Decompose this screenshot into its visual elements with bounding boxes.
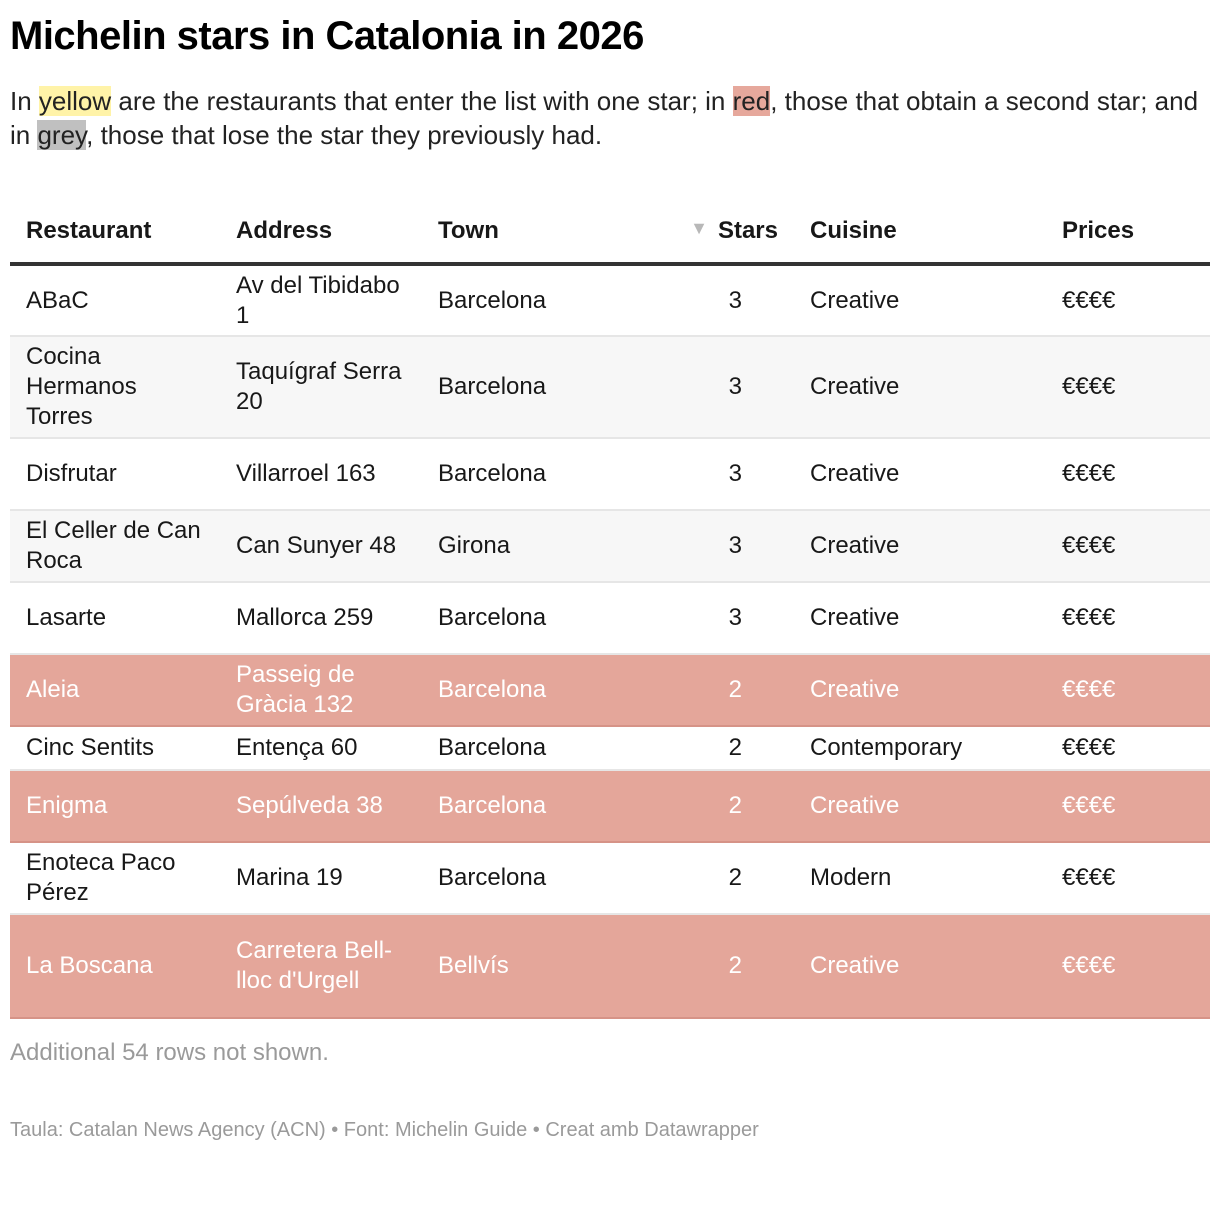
cell-stars: 3 bbox=[622, 336, 794, 439]
column-header-stars-label: Stars bbox=[717, 217, 778, 244]
cell-cuisine: Creative bbox=[794, 582, 1046, 655]
cell-address: Marina 19 bbox=[220, 842, 422, 915]
cell-restaurant: Aleia bbox=[10, 654, 220, 727]
table-row-highlighted-red: Aleia Passeig de Gràcia 132 Barcelona 2 … bbox=[10, 654, 1210, 727]
cell-stars: 3 bbox=[622, 582, 794, 655]
cell-cuisine: Creative bbox=[794, 770, 1046, 843]
description-text: , those that obtain a second star; and i… bbox=[10, 86, 1199, 150]
grey-highlight-label: grey bbox=[37, 120, 87, 150]
cell-prices: €€€€ bbox=[1046, 264, 1210, 337]
cell-prices: €€€€ bbox=[1046, 654, 1210, 727]
table-row: El Celler de Can Roca Can Sunyer 48 Giro… bbox=[10, 510, 1210, 583]
cell-prices: €€€€ bbox=[1046, 914, 1210, 1019]
sort-descending-icon: ▼ bbox=[690, 218, 708, 238]
cell-address: Mallorca 259 bbox=[220, 582, 422, 655]
cell-prices: €€€€ bbox=[1046, 510, 1210, 583]
cell-restaurant: Disfrutar bbox=[10, 438, 220, 511]
cell-town: Barcelona bbox=[422, 726, 622, 771]
column-header-restaurant[interactable]: Restaurant bbox=[10, 200, 220, 266]
cell-address: Carretera Bell-lloc d'Urgell bbox=[220, 914, 422, 1019]
cell-stars: 2 bbox=[622, 842, 794, 915]
table-row: Cocina Hermanos Torres Taquígraf Serra 2… bbox=[10, 336, 1210, 439]
cell-address: Villarroel 163 bbox=[220, 438, 422, 511]
cell-restaurant: Lasarte bbox=[10, 582, 220, 655]
table-row-highlighted-red: Enigma Sepúlveda 38 Barcelona 2 Creative… bbox=[10, 770, 1210, 843]
table-header-row: Restaurant Address Town ▼ Stars Cuisine P… bbox=[10, 200, 1210, 266]
chart-container: Michelin stars in Catalonia in 2026 In y… bbox=[10, 14, 1210, 1141]
cell-prices: €€€€ bbox=[1046, 336, 1210, 439]
description-text: In bbox=[10, 86, 39, 116]
cell-address: Entença 60 bbox=[220, 726, 422, 771]
cell-cuisine: Creative bbox=[794, 654, 1046, 727]
cell-prices: €€€€ bbox=[1046, 842, 1210, 915]
table-row-highlighted-red: La Boscana Carretera Bell-lloc d'Urgell … bbox=[10, 914, 1210, 1019]
cell-restaurant: Enigma bbox=[10, 770, 220, 843]
table-row: Lasarte Mallorca 259 Barcelona 3 Creativ… bbox=[10, 582, 1210, 655]
cell-town: Barcelona bbox=[422, 842, 622, 915]
table-row: ABaC Av del Tibidabo 1 Barcelona 3 Creat… bbox=[10, 264, 1210, 337]
cell-stars: 3 bbox=[622, 264, 794, 337]
description-text: , those that lose the star they previous… bbox=[86, 120, 603, 150]
cell-town: Bellvís bbox=[422, 914, 622, 1019]
cell-prices: €€€€ bbox=[1046, 438, 1210, 511]
source-footer: Taula: Catalan News Agency (ACN) • Font:… bbox=[10, 1119, 759, 1141]
cell-town: Barcelona bbox=[422, 654, 622, 727]
cell-address: Can Sunyer 48 bbox=[220, 510, 422, 583]
column-header-town[interactable]: Town bbox=[422, 200, 622, 266]
table-row: Enoteca Paco Pérez Marina 19 Barcelona 2… bbox=[10, 842, 1210, 915]
cell-restaurant: La Boscana bbox=[10, 914, 220, 1019]
cell-stars: 2 bbox=[622, 654, 794, 727]
cell-cuisine: Creative bbox=[794, 264, 1046, 337]
cell-cuisine: Creative bbox=[794, 510, 1046, 583]
cell-town: Barcelona bbox=[422, 770, 622, 843]
cell-stars: 3 bbox=[622, 510, 794, 583]
cell-town: Barcelona bbox=[422, 336, 622, 439]
cell-stars: 2 bbox=[622, 726, 794, 771]
cell-restaurant: Cinc Sentits bbox=[10, 726, 220, 771]
cell-address: Av del Tibidabo 1 bbox=[220, 264, 422, 337]
cell-cuisine: Creative bbox=[794, 336, 1046, 439]
cell-restaurant: ABaC bbox=[10, 264, 220, 337]
cell-restaurant: Enoteca Paco Pérez bbox=[10, 842, 220, 915]
cell-town: Barcelona bbox=[422, 264, 622, 337]
table-row: Disfrutar Villarroel 163 Barcelona 3 Cre… bbox=[10, 438, 1210, 511]
cell-address: Sepúlveda 38 bbox=[220, 770, 422, 843]
cell-town: Girona bbox=[422, 510, 622, 583]
column-header-cuisine[interactable]: Cuisine bbox=[794, 200, 1046, 266]
cell-cuisine: Creative bbox=[794, 438, 1046, 511]
column-header-stars[interactable]: ▼ Stars bbox=[622, 200, 794, 266]
yellow-highlight-label: yellow bbox=[38, 86, 112, 116]
chart-description: In yellow are the restaurants that enter… bbox=[10, 84, 1200, 152]
cell-address: Passeig de Gràcia 132 bbox=[220, 654, 422, 727]
cell-restaurant: Cocina Hermanos Torres bbox=[10, 336, 220, 439]
cell-stars: 2 bbox=[622, 770, 794, 843]
chart-title: Michelin stars in Catalonia in 2026 bbox=[10, 14, 644, 58]
column-header-prices[interactable]: Prices bbox=[1046, 200, 1210, 266]
cell-town: Barcelona bbox=[422, 582, 622, 655]
cell-address: Taquígraf Serra 20 bbox=[220, 336, 422, 439]
cell-cuisine: Modern bbox=[794, 842, 1046, 915]
cell-prices: €€€€ bbox=[1046, 770, 1210, 843]
cell-cuisine: Contemporary bbox=[794, 726, 1046, 771]
cell-town: Barcelona bbox=[422, 438, 622, 511]
restaurants-table: Restaurant Address Town ▼ Stars Cuisine P… bbox=[10, 200, 1210, 1019]
column-header-address[interactable]: Address bbox=[220, 200, 422, 266]
table-row: Cinc Sentits Entença 60 Barcelona 2 Cont… bbox=[10, 726, 1210, 771]
cell-stars: 2 bbox=[622, 914, 794, 1019]
description-text: are the restaurants that enter the list … bbox=[111, 86, 733, 116]
hidden-rows-note: Additional 54 rows not shown. bbox=[10, 1039, 329, 1066]
red-highlight-label: red bbox=[732, 86, 771, 116]
cell-restaurant: El Celler de Can Roca bbox=[10, 510, 220, 583]
cell-prices: €€€€ bbox=[1046, 726, 1210, 771]
cell-stars: 3 bbox=[622, 438, 794, 511]
cell-prices: €€€€ bbox=[1046, 582, 1210, 655]
cell-cuisine: Creative bbox=[794, 914, 1046, 1019]
